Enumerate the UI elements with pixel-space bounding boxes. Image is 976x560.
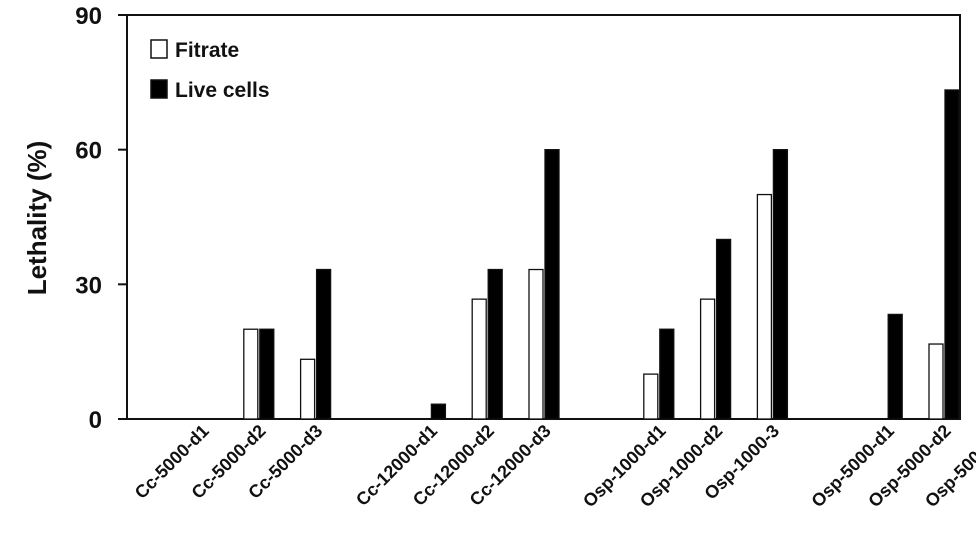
- bar-live-cells-cc-12000-d2: [487, 268, 503, 420]
- bar-live-cells-cc-5000-d2: [259, 328, 275, 420]
- bar-fitrate-cc-12000-d3: [528, 268, 544, 420]
- bar-fitrate-osp-1000-d1: [643, 373, 659, 420]
- bar-live-cells-cc-12000-d1: [430, 403, 447, 420]
- bar-fitrate-osp-5000-d2: [928, 343, 944, 420]
- bar-fitrate-cc-12000-d2: [471, 298, 487, 420]
- legend-swatch-fitrate: [150, 39, 168, 59]
- bar-live-cells-cc-12000-d3: [544, 149, 560, 420]
- y-tick-label: 0: [89, 407, 102, 434]
- bar-fitrate-osp-1000-d2: [699, 298, 716, 420]
- bar-live-cells-osp-1000-d1: [659, 328, 675, 420]
- bar-live-cells-osp-5000-d2: [944, 89, 960, 420]
- legend-label-live-cells: Live cells: [175, 79, 270, 102]
- bar-live-cells-osp-1000-d2: [715, 238, 732, 420]
- bar-live-cells-cc-5000-d3: [315, 268, 332, 420]
- legend-swatch-live-cells: [150, 79, 168, 99]
- y-tick-label: 30: [75, 272, 102, 299]
- bars: [243, 89, 960, 420]
- y-axis-title: Lethality (%): [22, 141, 52, 296]
- y-tick-labels: 0 30 60 90: [75, 3, 102, 434]
- legend: Fitrate Live cells: [150, 39, 270, 102]
- bar-live-cells-osp-1000-3: [772, 149, 789, 420]
- bar-fitrate-cc-5000-d3: [299, 358, 316, 420]
- bar-live-cells-osp-5000-d1: [887, 313, 903, 420]
- legend-label-fitrate: Fitrate: [175, 39, 239, 62]
- y-tick-label: 90: [75, 3, 102, 30]
- bar-fitrate-cc-5000-d2: [243, 328, 259, 420]
- y-tick-label: 60: [75, 138, 102, 165]
- bar-fitrate-osp-1000-3: [756, 193, 773, 420]
